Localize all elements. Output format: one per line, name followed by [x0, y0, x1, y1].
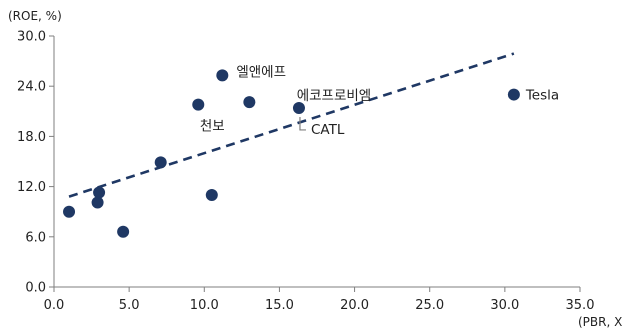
x-axis-label: (PBR, X — [578, 315, 622, 329]
data-point — [154, 156, 167, 169]
x-tick-label: 5.0 — [119, 298, 140, 313]
y-tick-label: 30.0 — [17, 30, 46, 45]
point-label: 엘앤에프 — [236, 64, 286, 80]
data-point — [91, 196, 104, 209]
data-point — [93, 186, 106, 199]
x-tick-label: 35.0 — [566, 298, 595, 313]
data-point — [192, 98, 205, 111]
x-tick-label: 25.0 — [415, 298, 444, 313]
x-tick-label: 0.0 — [44, 298, 65, 313]
trendline — [68, 52, 515, 198]
point-label: 에코프로비엠 — [297, 88, 372, 104]
point-label: Tesla — [525, 88, 559, 104]
x-tick-label: 10.0 — [190, 298, 219, 313]
data-point — [63, 205, 76, 218]
data-points — [63, 69, 520, 238]
data-point — [117, 225, 130, 238]
axes: 0.0 6.0 12.0 18.0 24.0 30.0 0.0 5.0 10.0 15.0 20.0… — [8, 9, 622, 329]
data-point — [243, 96, 256, 109]
y-tick-label: 18.0 — [17, 130, 46, 145]
data-point — [507, 88, 520, 101]
y-tick-label: 0.0 — [25, 281, 46, 296]
x-tick-label: 20.0 — [340, 298, 369, 313]
data-point — [292, 101, 305, 114]
data-point — [216, 69, 229, 82]
annotation-leader-line — [299, 116, 306, 131]
x-tick-label: 30.0 — [490, 298, 519, 313]
data-point — [205, 188, 218, 201]
annotation-label: CATL — [311, 122, 345, 138]
y-axis-label: (ROE, %) — [8, 9, 62, 23]
y-tick-label: 6.0 — [25, 230, 46, 245]
y-tick-label: 24.0 — [17, 80, 46, 95]
x-tick-label: 15.0 — [265, 298, 294, 313]
trendline-group — [68, 52, 515, 198]
y-tick-label: 12.0 — [17, 180, 46, 195]
point-label: 천보 — [200, 119, 225, 135]
